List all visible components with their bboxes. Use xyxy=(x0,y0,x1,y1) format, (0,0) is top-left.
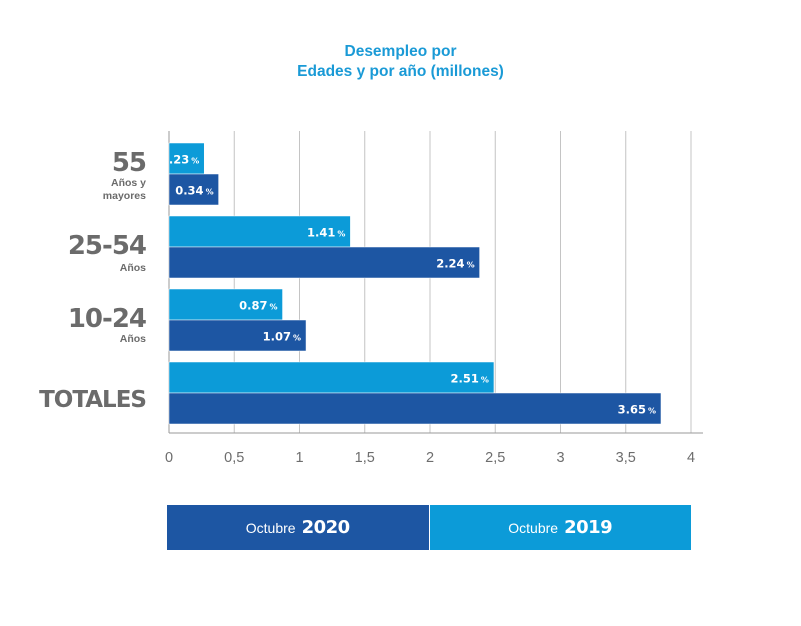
bar-value-suffix: % xyxy=(481,376,489,385)
bar-2019 xyxy=(168,361,495,394)
bar-value-label: 0.23% xyxy=(161,153,199,167)
legend-label: Octubre xyxy=(508,519,559,536)
category-sublabel: mayores xyxy=(103,190,146,202)
chart-title: Desempleo por Edades y por año (millones… xyxy=(0,42,801,82)
chart-title-line-1: Desempleo por xyxy=(344,43,457,60)
chart-title-line-2: Edades y por año (millones) xyxy=(297,63,504,80)
bar-value-label: 2.51% xyxy=(451,372,489,386)
bar-value: 3.65 xyxy=(618,403,646,417)
legend-year: 2019 xyxy=(564,517,613,538)
bar-value-label: 3.65% xyxy=(618,403,656,417)
legend-item-2019: Octubre 2019 xyxy=(429,505,691,550)
x-tick-label: 1 xyxy=(295,450,303,466)
x-tick-label: 1,5 xyxy=(355,450,375,466)
bar-value-suffix: % xyxy=(191,157,199,166)
bar-value-suffix: % xyxy=(648,407,656,416)
bar-value: 2.51 xyxy=(451,372,479,386)
bar-2020 xyxy=(168,392,662,425)
x-tick-label: 2,5 xyxy=(485,450,505,466)
bar-value-suffix: % xyxy=(270,303,278,312)
category-label: 55 xyxy=(112,148,146,178)
bar-2020 xyxy=(168,173,219,206)
x-tick-label: 0 xyxy=(165,450,173,466)
bar-value: 0.23 xyxy=(161,153,189,167)
bar-value: 1.41 xyxy=(307,226,335,240)
category-label: TOTALES xyxy=(39,387,146,413)
legend-label: Octubre xyxy=(245,519,296,536)
legend: Octubre 2020 Octubre 2019 xyxy=(167,505,691,550)
bar-value-label: 1.07% xyxy=(263,330,301,344)
x-tick-label: 3 xyxy=(556,450,564,466)
bar-value-suffix: % xyxy=(337,230,345,239)
x-tick-label: 3,5 xyxy=(616,450,636,466)
category-sublabel: Años y xyxy=(111,177,146,189)
x-tick-label: 0,5 xyxy=(224,450,244,466)
bar-value-label: 1.41% xyxy=(307,226,345,240)
bar-value-label: 2.24% xyxy=(436,257,474,271)
bar-value-suffix: % xyxy=(293,334,301,343)
bar-2019 xyxy=(168,215,351,248)
x-tick-label: 2 xyxy=(426,450,434,466)
bar-value: 0.87 xyxy=(239,299,267,313)
category-label: 10-24 xyxy=(68,304,146,334)
legend-year: 2020 xyxy=(301,517,351,538)
bar-value: 0.34 xyxy=(175,184,203,198)
x-tick-label: 4 xyxy=(687,450,695,466)
category-sublabel: Años xyxy=(120,262,146,274)
bar-value-label: 0.87% xyxy=(239,299,277,313)
category-label: 25-54 xyxy=(68,231,146,261)
bar-2020 xyxy=(168,246,480,279)
legend-item-2020: Octubre 2020 xyxy=(167,505,430,550)
bar-value: 2.24 xyxy=(436,257,464,271)
bar-value-label: 0.34% xyxy=(175,184,213,198)
bar-value-suffix: % xyxy=(467,261,475,270)
bar-2020 xyxy=(168,319,307,352)
bar-value-suffix: % xyxy=(206,188,214,197)
bar-value: 1.07 xyxy=(263,330,291,344)
category-sublabel: Años xyxy=(120,333,146,345)
bar-2019 xyxy=(168,288,283,321)
bar-2019 xyxy=(168,142,205,175)
